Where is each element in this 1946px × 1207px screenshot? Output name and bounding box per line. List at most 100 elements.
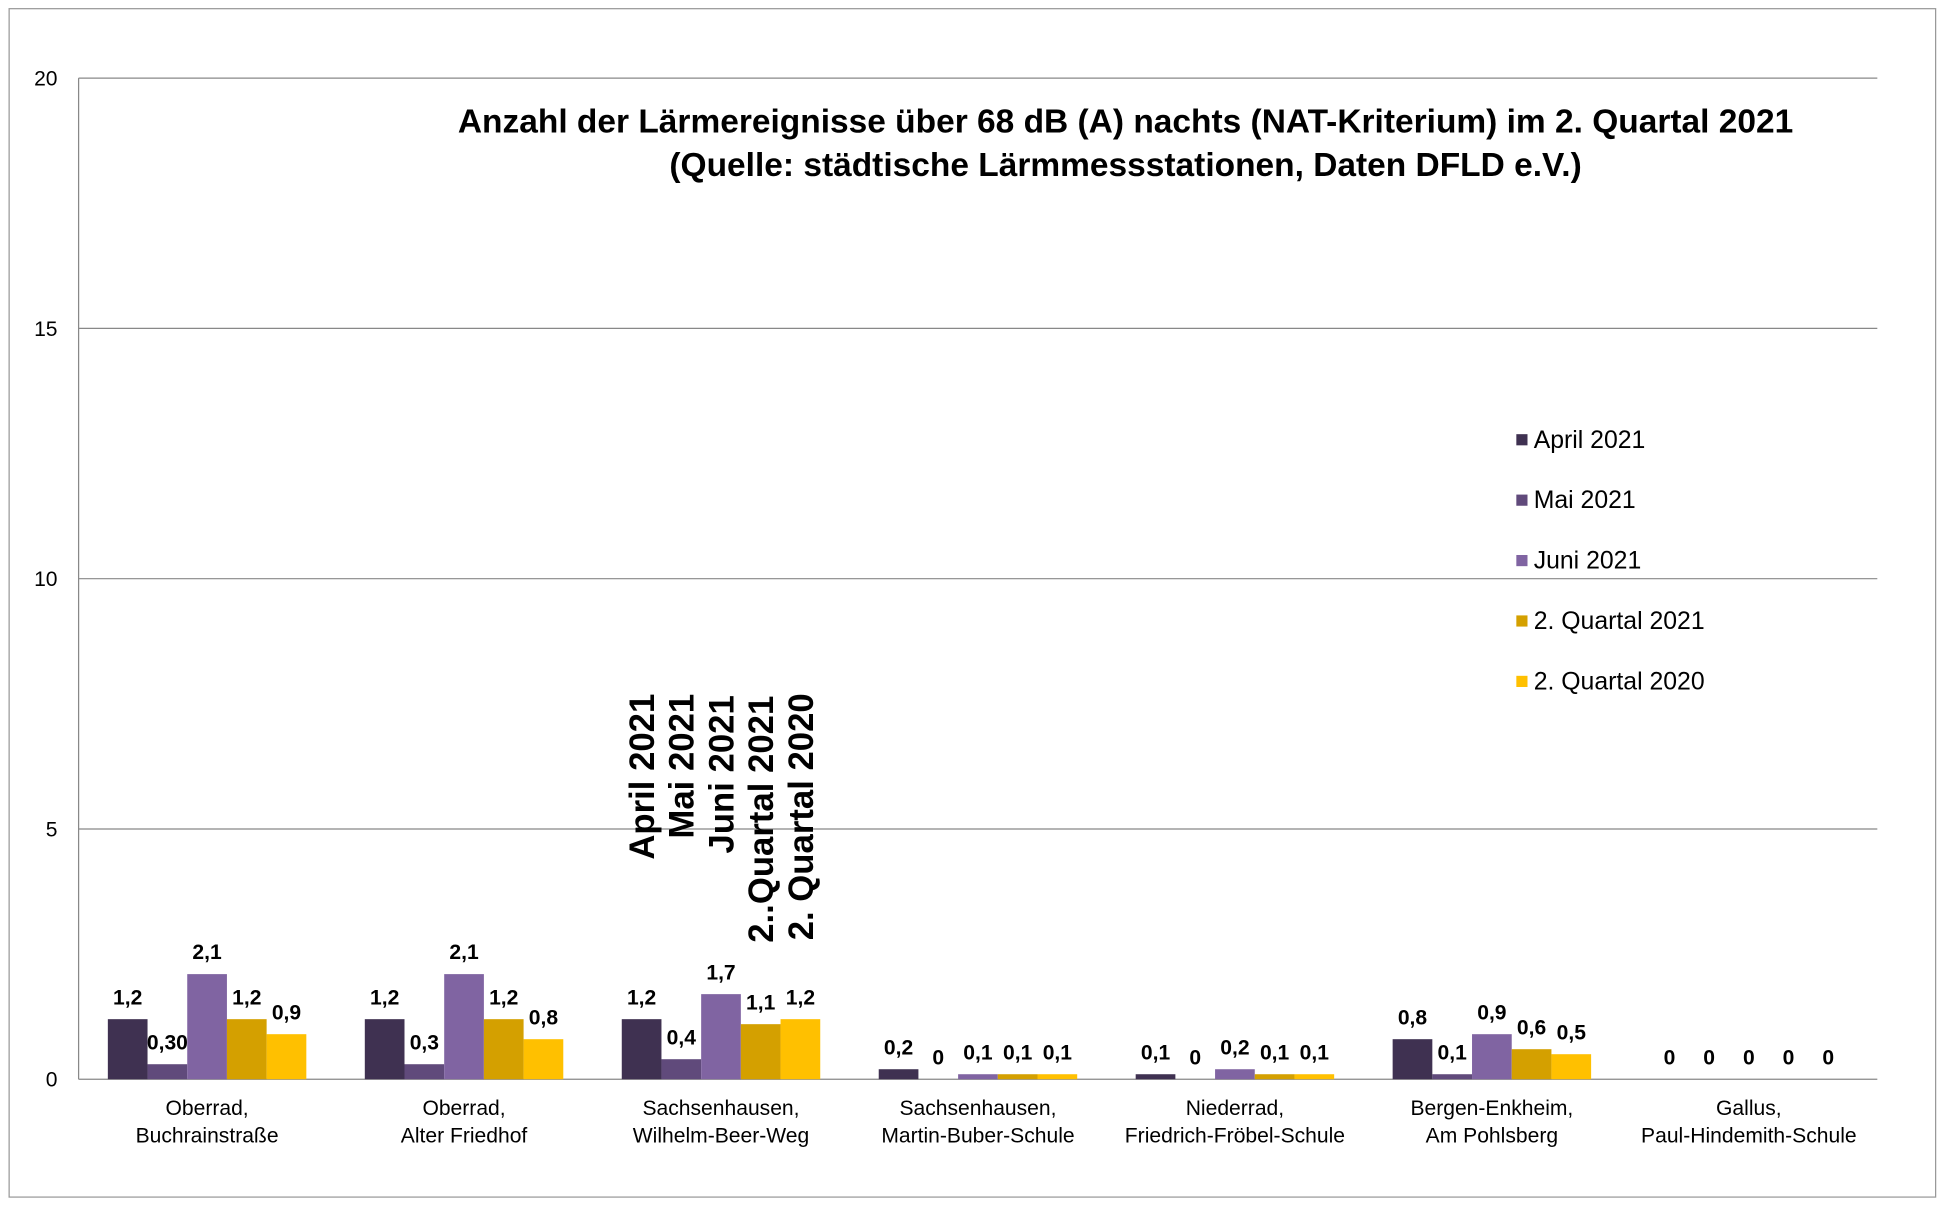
bar	[1215, 1069, 1255, 1080]
annotation: 2..Quartal 2021	[743, 696, 781, 943]
value-label: 1,2	[489, 986, 518, 1009]
value-label: 1,1	[746, 991, 776, 1014]
value-label: 0,1	[1003, 1041, 1033, 1064]
bar	[1392, 1039, 1433, 1080]
x-tick-label: Martin-Buber-Schule	[881, 1124, 1074, 1147]
annotation: April 2021	[624, 694, 662, 860]
y-tick-label: 0	[46, 1069, 58, 1092]
legend-label: Juni 2021	[1534, 548, 1642, 575]
value-label: 0	[932, 1046, 944, 1069]
bar	[1432, 1074, 1473, 1080]
x-tick-label: Wilhelm-Beer-Weg	[633, 1124, 809, 1147]
legend-swatch	[1516, 615, 1528, 627]
legend-label: 2. Quartal 2021	[1534, 608, 1705, 635]
value-label: 0,9	[272, 1001, 301, 1024]
value-label: 0,3	[410, 1031, 439, 1054]
bar	[226, 1019, 267, 1080]
legend-label: 2. Quartal 2020	[1534, 668, 1705, 695]
x-tick-label: Gallus,	[1716, 1097, 1782, 1120]
bar	[740, 1024, 781, 1080]
bar	[1135, 1074, 1176, 1080]
value-label: 0,8	[1398, 1006, 1428, 1029]
bar	[701, 994, 741, 1080]
y-tick-label: 15	[34, 318, 57, 341]
value-label: 0,6	[1517, 1016, 1546, 1039]
chart-title: (Quelle: städtische Lärmmessstationen, D…	[669, 147, 1581, 184]
legend-swatch	[1516, 494, 1528, 506]
bar	[621, 1019, 662, 1080]
bar	[997, 1074, 1038, 1080]
value-label: 0,9	[1477, 1001, 1506, 1024]
value-label: 0,8	[529, 1006, 559, 1029]
bar	[266, 1034, 307, 1080]
legend-label: Mai 2021	[1534, 487, 1636, 514]
bar	[107, 1019, 148, 1080]
value-label: 0,1	[1043, 1041, 1073, 1064]
x-tick-label: Sachsenhausen,	[642, 1097, 799, 1120]
value-label: 0,1	[963, 1041, 993, 1064]
bar	[958, 1074, 998, 1080]
y-tick-label: 10	[34, 568, 57, 591]
x-tick-label: Paul-Hindemith-Schule	[1641, 1124, 1857, 1147]
value-label: 0,2	[1220, 1036, 1249, 1059]
value-label: 0	[1664, 1046, 1676, 1069]
value-label: 0	[1822, 1046, 1834, 1069]
bar	[1294, 1074, 1335, 1080]
y-tick-label: 5	[46, 818, 58, 841]
value-label: 0	[1783, 1046, 1795, 1069]
x-tick-label: Oberrad,	[422, 1097, 505, 1120]
chart-title: Anzahl der Lärmereignisse über 68 dB (A)…	[458, 104, 1793, 141]
bar	[661, 1059, 702, 1080]
legend-swatch	[1516, 675, 1528, 687]
value-label: 0	[1743, 1046, 1755, 1069]
value-label: 1,2	[232, 986, 261, 1009]
value-label: 2,1	[449, 941, 479, 964]
bar	[364, 1019, 405, 1080]
bar	[444, 974, 484, 1080]
bar	[1254, 1074, 1295, 1080]
value-label: 0,1	[1438, 1041, 1468, 1064]
annotation: Juni 2021	[703, 695, 741, 853]
bar	[483, 1019, 524, 1080]
x-tick-label: Friedrich-Fröbel-Schule	[1125, 1124, 1345, 1147]
x-tick-label: Am Pohlsberg	[1426, 1124, 1558, 1147]
x-tick-label: Alter Friedhof	[401, 1124, 528, 1147]
value-label: 1,2	[113, 986, 142, 1009]
bar	[147, 1064, 188, 1080]
bar	[1037, 1074, 1078, 1080]
legend-swatch	[1516, 434, 1528, 446]
x-tick-label: Oberrad,	[165, 1097, 248, 1120]
bar	[1511, 1049, 1552, 1080]
x-tick-label: Bergen-Enkheim,	[1410, 1097, 1573, 1120]
value-label: 1,7	[706, 961, 735, 984]
value-label: 0,2	[884, 1036, 913, 1059]
value-label: 1,2	[370, 986, 399, 1009]
bar	[878, 1069, 919, 1080]
y-tick-label: 20	[34, 68, 57, 91]
value-label: 0,30	[147, 1031, 188, 1054]
value-label: 0	[1189, 1046, 1201, 1069]
x-tick-label: Buchrainstraße	[136, 1124, 279, 1147]
value-label: 0,1	[1260, 1041, 1290, 1064]
annotation: Mai 2021	[664, 694, 702, 839]
value-label: 0,4	[667, 1026, 697, 1049]
value-label: 1,2	[786, 986, 815, 1009]
x-tick-label: Sachsenhausen,	[899, 1097, 1056, 1120]
value-label: 0,5	[1557, 1021, 1587, 1044]
value-label: 0,1	[1141, 1041, 1171, 1064]
bar	[187, 974, 227, 1080]
legend-label: April 2021	[1534, 427, 1646, 454]
bar	[404, 1064, 445, 1080]
bar	[1551, 1054, 1592, 1080]
bar	[780, 1019, 821, 1080]
legend-swatch	[1516, 554, 1528, 567]
value-label: 0,1	[1300, 1041, 1330, 1064]
bar	[523, 1039, 564, 1080]
x-tick-label: Niederrad,	[1186, 1097, 1284, 1120]
value-label: 0	[1703, 1046, 1715, 1069]
value-label: 2,1	[192, 941, 222, 964]
value-label: 1,2	[627, 986, 656, 1009]
annotation: 2. Quartal 2020	[783, 693, 821, 940]
